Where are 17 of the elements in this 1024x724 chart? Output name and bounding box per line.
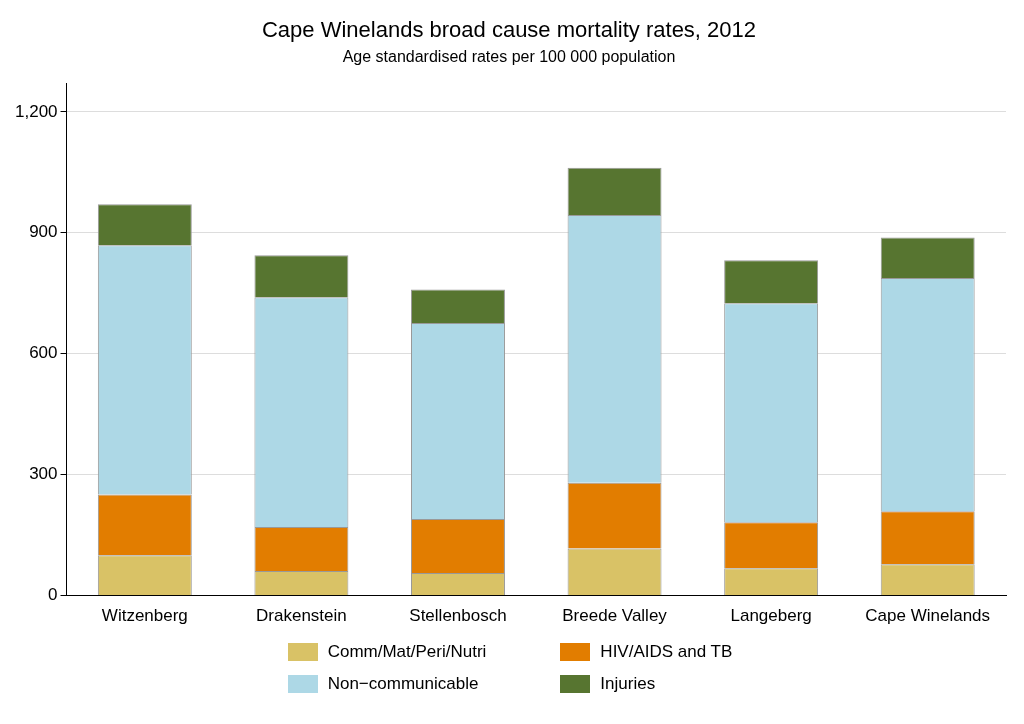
legend-label: HIV/AIDS and TB	[599, 642, 734, 662]
legend-label: Comm/Mat/Peri/Nutri	[326, 642, 488, 662]
x-tick-label: Breede Valley	[562, 606, 668, 626]
x-tick-label: Drakenstein	[256, 606, 347, 626]
legend-label: Injuries	[599, 674, 657, 694]
y-tick-label: 600	[29, 343, 58, 363]
y-tick-label: 1,200	[14, 101, 58, 121]
x-tick-label: Cape Winelands	[865, 606, 991, 626]
chart-title: Cape Winelands broad cause mortality rates, 2012	[261, 17, 757, 43]
y-tick-label: 0	[48, 585, 58, 605]
x-tick-label: Stellenbosch	[409, 606, 507, 626]
x-tick-label: Langeberg	[730, 606, 812, 626]
x-tick-label: Witzenberg	[101, 606, 188, 626]
y-tick-label: 900	[29, 222, 58, 242]
y-tick-label: 300	[29, 464, 58, 484]
chart-subtitle: Age standardised rates per 100 000 population	[342, 48, 676, 66]
legend-label: Non−communicable	[326, 674, 480, 694]
